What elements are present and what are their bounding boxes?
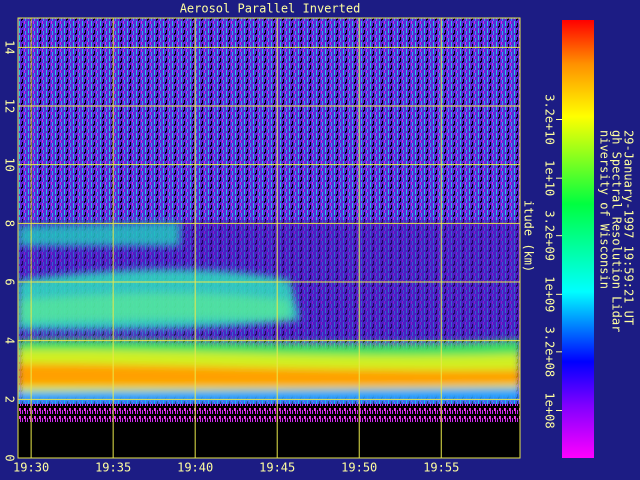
x-tick-label: 19:50 (341, 461, 377, 475)
x-tick-label: 19:35 (95, 461, 131, 475)
x-tick-label: 19:40 (177, 461, 213, 475)
y-tick-label: 12 (3, 99, 17, 113)
colorbar-tick-label: 1e+08 (543, 392, 557, 428)
colorbar-tick-label: 1e+09 (543, 276, 557, 312)
colorbar-tick-label: 3.2e+08 (543, 327, 557, 378)
y-tick-label: 8 (3, 220, 17, 227)
y-tick-label: 10 (3, 157, 17, 171)
annotation: gh Spectral Resolution Lidar (610, 130, 624, 332)
x-tick-label: 19:45 (259, 461, 295, 475)
x-tick-label: 19:55 (423, 461, 459, 475)
chart-title: Aerosol Parallel Inverted (180, 2, 361, 16)
colorbar-tick-label: 3.2e+10 (543, 94, 557, 145)
backscatter-image (18, 18, 520, 458)
y-tick-label: 4 (3, 337, 17, 344)
y-tick-label: 2 (3, 396, 17, 403)
annotation: 29-January-1997 19:59:21 UT (622, 130, 636, 325)
annotation: niversity of Wisconsin (598, 130, 612, 289)
y-tick-label: 0 (3, 454, 17, 461)
colorbar-tick-label: 3.2e+09 (543, 210, 557, 261)
x-tick-label: 19:30 (13, 461, 49, 475)
y-tick-label: 6 (3, 278, 17, 285)
colorbar (562, 20, 594, 458)
y-axis-label: itude (km) (522, 200, 536, 272)
colorbar-tick-label: 1e+10 (543, 160, 557, 196)
y-tick-label: 14 (3, 40, 17, 54)
